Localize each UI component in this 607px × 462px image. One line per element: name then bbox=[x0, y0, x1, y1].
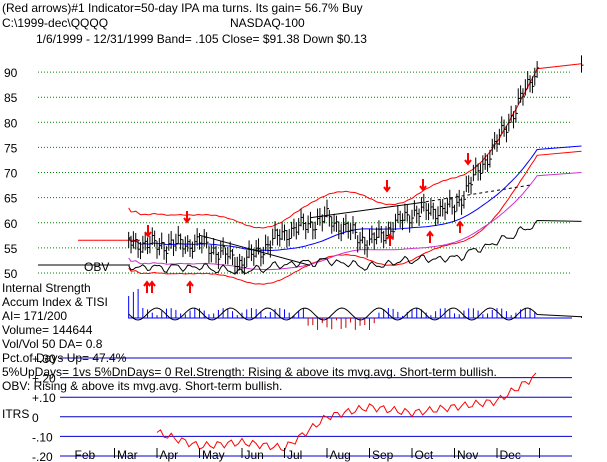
month-tick-label: Aug bbox=[330, 448, 351, 462]
accum-index-histogram bbox=[128, 288, 582, 330]
itrs-label: ITRS bbox=[2, 407, 29, 421]
price-tick-label: 90 bbox=[4, 66, 18, 80]
downtrend-line bbox=[199, 234, 311, 266]
month-tick-label: May bbox=[202, 448, 225, 462]
price-bars bbox=[128, 55, 584, 275]
internal-strength-label: Internal Strength bbox=[2, 281, 91, 295]
sell-arrow bbox=[383, 180, 391, 193]
obv-lines bbox=[38, 219, 582, 275]
price-tick-label: 85 bbox=[4, 91, 18, 105]
header-summary: 1/6/1999 - 12/31/1999 Band= .105 Close= … bbox=[36, 32, 367, 46]
month-tick-label: Feb bbox=[75, 448, 96, 462]
sell-arrow bbox=[183, 211, 191, 224]
price-tick-label: 65 bbox=[4, 192, 18, 206]
price-tick-label: 75 bbox=[4, 141, 18, 155]
vol-ratio-label: Vol/Vol 50 DA= 0.8 bbox=[2, 337, 103, 351]
resistance-line-extended bbox=[419, 184, 531, 204]
price-tick-label: 55 bbox=[4, 242, 18, 256]
pct-up-label: Pct.of Days Up= 47.4% bbox=[2, 351, 127, 365]
relative-strength-line bbox=[128, 172, 582, 271]
itrs-line bbox=[156, 372, 537, 452]
up-days-label: 5%UpDays= 1vs 5%DnDays= 0 Rel.Strength: … bbox=[2, 365, 497, 379]
volume-label: Volume= 144644 bbox=[2, 323, 93, 337]
itrs-tick-label: +.20 bbox=[32, 372, 56, 386]
ai-value-label: AI= 171/200 bbox=[2, 309, 67, 323]
obv-label: OBV bbox=[84, 260, 109, 274]
resistance-line bbox=[309, 202, 421, 219]
buy-arrow bbox=[386, 233, 394, 246]
header-file: C:\1999-dec\QQQQ bbox=[2, 16, 108, 30]
itrs-tick-label: -.20 bbox=[32, 450, 53, 462]
month-tick-label: Nov bbox=[457, 448, 478, 462]
tisi-line bbox=[128, 307, 582, 321]
sell-arrow bbox=[464, 153, 472, 166]
obv-line bbox=[128, 219, 582, 275]
price-y-ticks: 50 55 60 65 70 75 80 85 90 bbox=[4, 66, 18, 281]
sell-arrow bbox=[419, 179, 427, 192]
month-tick-label: Dec bbox=[500, 448, 521, 462]
upper-band-line bbox=[128, 63, 582, 229]
itrs-tick-label: -.10 bbox=[32, 430, 53, 444]
itrs-y-ticks: +.30 +.20 +.10 0 -.10 -.20 bbox=[32, 352, 56, 462]
month-tick-label: Jul bbox=[287, 448, 302, 462]
month-axis: Feb Mar Apr May Jun Jul Aug Sep Oct Nov Dec bbox=[75, 448, 540, 462]
month-tick-label: Apr bbox=[160, 448, 179, 462]
buy-arrow bbox=[426, 230, 434, 243]
header-index: NASDAQ-100 bbox=[230, 16, 305, 30]
buy-arrow bbox=[186, 280, 194, 293]
sell-arrow bbox=[144, 225, 152, 238]
price-tick-label: 50 bbox=[4, 267, 18, 281]
itrs-tick-label: +.10 bbox=[32, 391, 56, 405]
month-tick-label: Jun bbox=[245, 448, 264, 462]
buy-arrow bbox=[148, 280, 156, 293]
itrs-series-line bbox=[156, 372, 537, 452]
itrs-gridlines bbox=[60, 357, 572, 457]
accum-index-label: Accum Index & TISI bbox=[2, 295, 108, 309]
buy-arrow bbox=[456, 220, 464, 233]
header-title: (Red arrows)#1 Indicator=50-day IPA ma t… bbox=[2, 1, 363, 15]
price-tick-label: 70 bbox=[4, 167, 18, 181]
obv-note-label: OBV: Rising & above its mvg.avg. Short-t… bbox=[2, 379, 282, 393]
month-tick-label: Sep bbox=[372, 448, 394, 462]
price-tick-label: 60 bbox=[4, 217, 18, 231]
month-tick-label: Oct bbox=[415, 448, 434, 462]
price-tick-label: 80 bbox=[4, 116, 18, 130]
month-tick-label: Mar bbox=[117, 448, 138, 462]
signal-arrows bbox=[143, 153, 472, 293]
itrs-tick-label: 0 bbox=[32, 411, 39, 425]
itrs-tick-label: +.30 bbox=[32, 352, 56, 366]
